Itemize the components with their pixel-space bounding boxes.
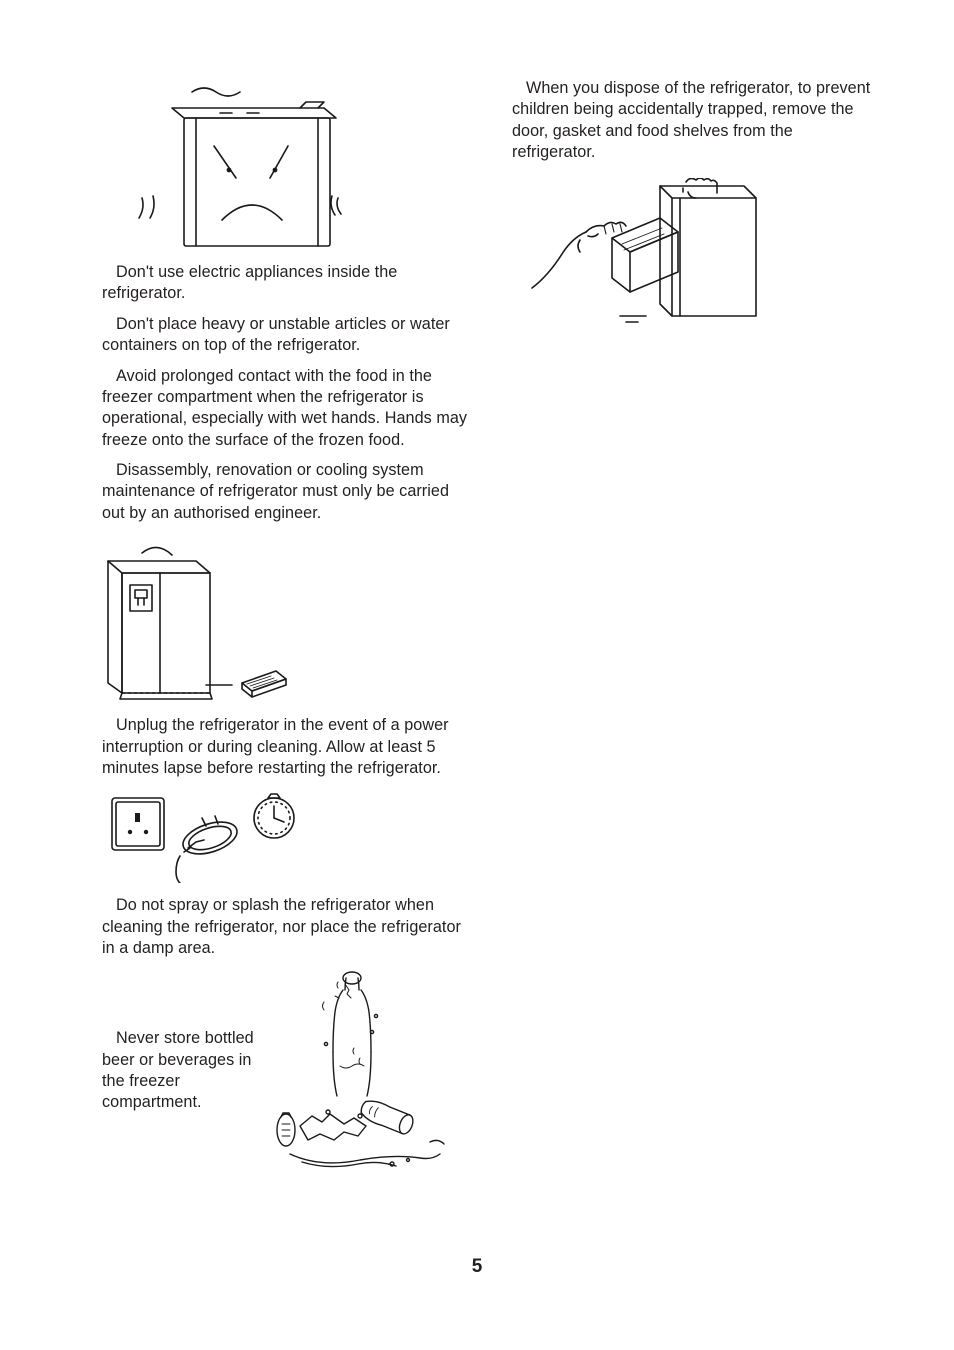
para-unplug: Unplug the refrigerator in the event of … [102,715,470,779]
bottle-burst-icon [272,968,470,1173]
para-no-heavy: Don't place heavy or unstable articles o… [102,314,470,357]
para-disposal: When you dispose of the refrigerator, to… [512,78,880,164]
socket-plug-clock-icon [102,788,470,883]
para-no-spray: Do not spray or splash the refrigerator … [102,895,470,959]
para-no-appliances: Don't use electric appliances inside the… [102,262,470,305]
para-no-bottles: Never store bottled beer or beverages in… [102,1028,262,1114]
left-column: Don't use electric appliances inside the… [102,78,470,1173]
para-maintenance: Disassembly, renovation or cooling syste… [102,460,470,524]
page-number: 5 [0,1256,954,1278]
fridge-open-appliances-icon [102,78,470,248]
right-column: When you dispose of the refrigerator, to… [512,78,880,1173]
para-freezer-contact: Avoid prolonged contact with the food in… [102,366,470,452]
fridge-disposal-icon [512,178,880,328]
fridge-closed-parts-icon [102,533,470,703]
